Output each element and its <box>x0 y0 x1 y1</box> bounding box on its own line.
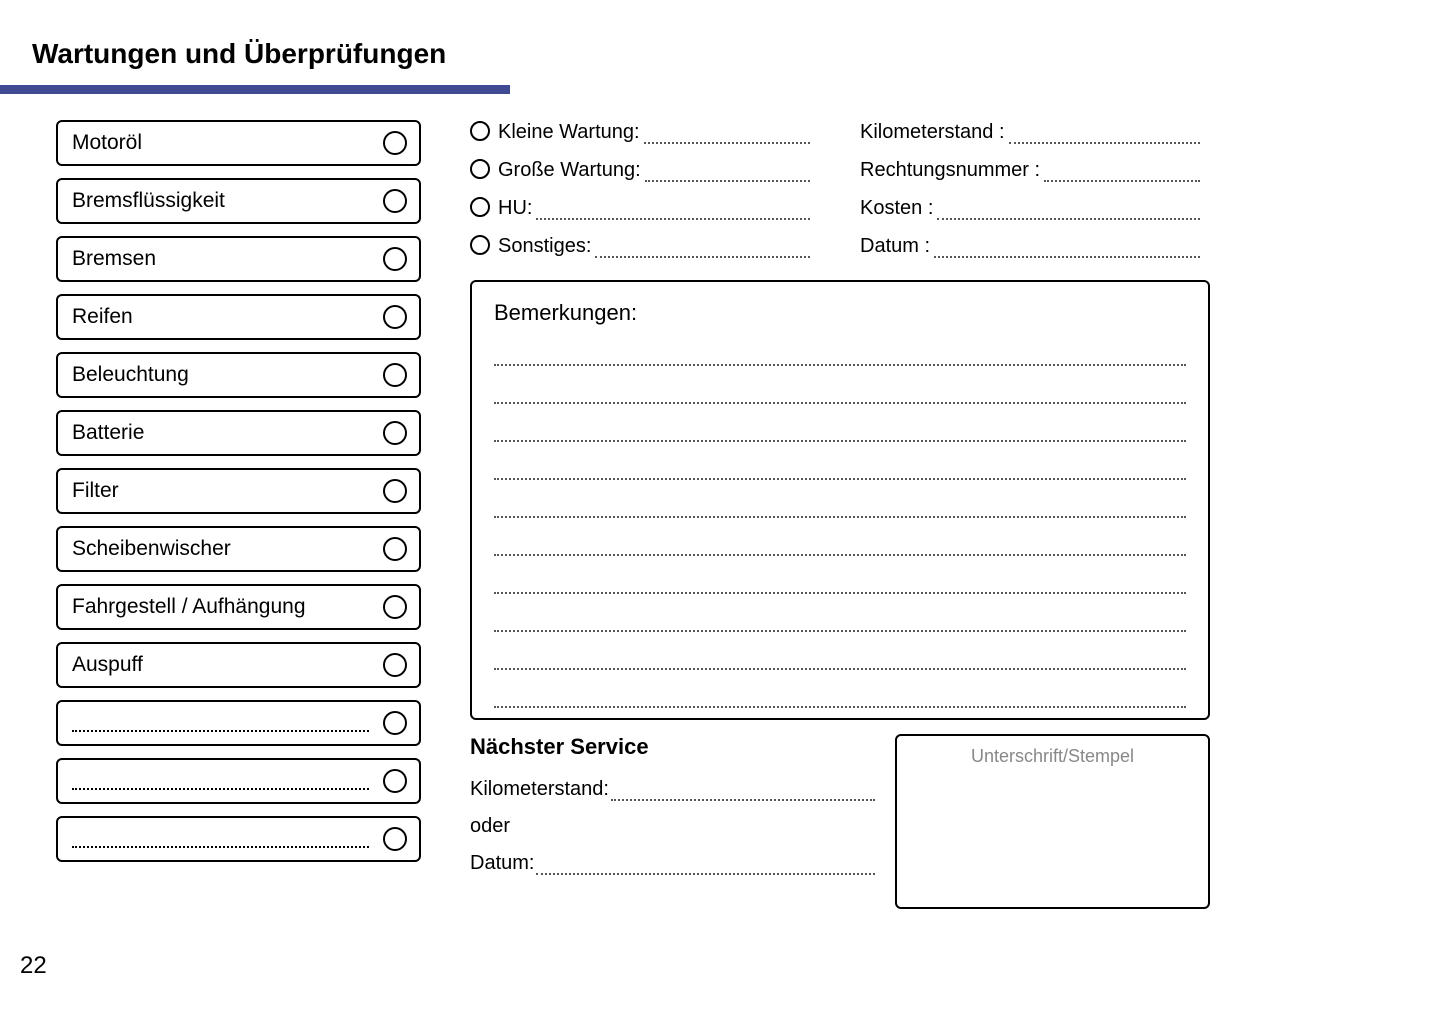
checkbox-circle[interactable] <box>383 421 407 445</box>
service-type-row: HU: <box>470 194 810 220</box>
service-type-label: Kleine Wartung: <box>498 121 640 144</box>
remarks-lines <box>494 344 1186 708</box>
signature-box[interactable]: Unterschrift/Stempel <box>895 734 1210 909</box>
next-service-title: Nächster Service <box>470 734 875 760</box>
remarks-title: Bemerkungen: <box>494 300 1186 326</box>
service-type-line[interactable] <box>644 128 810 144</box>
checklist-label: Scheibenwischer <box>72 537 231 561</box>
checklist-label: Batterie <box>72 421 144 445</box>
service-type-line[interactable] <box>595 242 810 258</box>
service-type-col-left: Kleine Wartung: Große Wartung: HU: Sonstige… <box>470 118 810 270</box>
radio-circle[interactable] <box>470 235 490 255</box>
checklist-row: Motoröl <box>56 120 421 166</box>
checkbox-circle[interactable] <box>383 305 407 329</box>
remarks-line[interactable] <box>494 610 1186 632</box>
info-field-row: Rechtungsnummer : <box>860 156 1200 182</box>
service-type-label: HU: <box>498 197 532 220</box>
checklist-row: Auspuff <box>56 642 421 688</box>
info-field-label: Rechtungsnummer : <box>860 159 1040 182</box>
checklist-row: Batterie <box>56 410 421 456</box>
remarks-line[interactable] <box>494 686 1186 708</box>
info-field-line[interactable] <box>937 204 1200 220</box>
info-field-row: Kosten : <box>860 194 1200 220</box>
remarks-line[interactable] <box>494 344 1186 366</box>
service-type-label: Große Wartung: <box>498 159 641 182</box>
checkbox-circle[interactable] <box>383 711 407 735</box>
checklist-row-blank <box>56 816 421 862</box>
checklist-label: Bremsen <box>72 247 156 271</box>
info-field-row: Kilometerstand : <box>860 118 1200 144</box>
remarks-line[interactable] <box>494 648 1186 670</box>
info-field-label: Datum : <box>860 235 930 258</box>
checklist-column: Motoröl Bremsflüssigkeit Bremsen Reifen Bele… <box>56 120 421 874</box>
checkbox-circle[interactable] <box>383 247 407 271</box>
checklist-label: Reifen <box>72 305 133 329</box>
page-title: Wartungen und Überprüfungen <box>32 38 446 70</box>
service-type-line[interactable] <box>536 204 810 220</box>
checkbox-circle[interactable] <box>383 363 407 387</box>
next-service-km-line[interactable] <box>611 785 875 801</box>
next-service-km-row: Kilometerstand: <box>470 778 875 801</box>
checkbox-circle[interactable] <box>383 653 407 677</box>
checklist-row: Filter <box>56 468 421 514</box>
next-service-or: oder <box>470 815 875 838</box>
remarks-box: Bemerkungen: <box>470 280 1210 720</box>
next-service-date-label: Datum: <box>470 852 534 875</box>
next-service-date-row: Datum: <box>470 852 875 875</box>
checklist-blank-line[interactable] <box>72 830 369 848</box>
info-field-label: Kosten : <box>860 197 933 220</box>
radio-circle[interactable] <box>470 197 490 217</box>
next-service-date-line[interactable] <box>536 859 875 875</box>
next-service-section: Nächster Service Kilometerstand: oder Da… <box>470 734 875 889</box>
checklist-row: Bremsen <box>56 236 421 282</box>
checkbox-circle[interactable] <box>383 537 407 561</box>
remarks-line[interactable] <box>494 534 1186 556</box>
page-number: 22 <box>20 952 47 980</box>
info-field-line[interactable] <box>934 242 1200 258</box>
info-field-row: Datum : <box>860 232 1200 258</box>
checkbox-circle[interactable] <box>383 595 407 619</box>
checklist-label: Fahrgestell / Aufhängung <box>72 595 306 619</box>
signature-label: Unterschrift/Stempel <box>971 746 1134 766</box>
radio-circle[interactable] <box>470 159 490 179</box>
checkbox-circle[interactable] <box>383 827 407 851</box>
radio-circle[interactable] <box>470 121 490 141</box>
checklist-blank-line[interactable] <box>72 772 369 790</box>
checklist-label: Beleuchtung <box>72 363 189 387</box>
service-type-col-right: Kilometerstand : Rechtungsnummer : Kosten … <box>860 118 1200 270</box>
info-field-line[interactable] <box>1009 128 1200 144</box>
checklist-label: Auspuff <box>72 653 143 677</box>
checklist-row: Bremsflüssigkeit <box>56 178 421 224</box>
checklist-blank-line[interactable] <box>72 714 369 732</box>
right-column: Kleine Wartung: Große Wartung: HU: Sonstige… <box>470 118 1210 720</box>
info-field-label: Kilometerstand : <box>860 121 1005 144</box>
title-rule <box>0 85 510 94</box>
service-type-grid: Kleine Wartung: Große Wartung: HU: Sonstige… <box>470 118 1210 270</box>
checklist-row: Beleuchtung <box>56 352 421 398</box>
checklist-row: Scheibenwischer <box>56 526 421 572</box>
checklist-label: Bremsflüssigkeit <box>72 189 225 213</box>
remarks-line[interactable] <box>494 572 1186 594</box>
checklist-row: Fahrgestell / Aufhängung <box>56 584 421 630</box>
remarks-line[interactable] <box>494 458 1186 480</box>
service-type-row: Große Wartung: <box>470 156 810 182</box>
info-field-line[interactable] <box>1044 166 1200 182</box>
checklist-row-blank <box>56 758 421 804</box>
checkbox-circle[interactable] <box>383 189 407 213</box>
service-type-label: Sonstiges: <box>498 235 591 258</box>
remarks-line[interactable] <box>494 496 1186 518</box>
service-type-line[interactable] <box>645 166 810 182</box>
checklist-label: Filter <box>72 479 119 503</box>
next-service-km-label: Kilometerstand: <box>470 778 609 801</box>
checklist-row-blank <box>56 700 421 746</box>
remarks-line[interactable] <box>494 420 1186 442</box>
service-type-row: Sonstiges: <box>470 232 810 258</box>
checkbox-circle[interactable] <box>383 769 407 793</box>
checklist-label: Motoröl <box>72 131 142 155</box>
checkbox-circle[interactable] <box>383 479 407 503</box>
service-type-row: Kleine Wartung: <box>470 118 810 144</box>
checklist-row: Reifen <box>56 294 421 340</box>
remarks-line[interactable] <box>494 382 1186 404</box>
checkbox-circle[interactable] <box>383 131 407 155</box>
